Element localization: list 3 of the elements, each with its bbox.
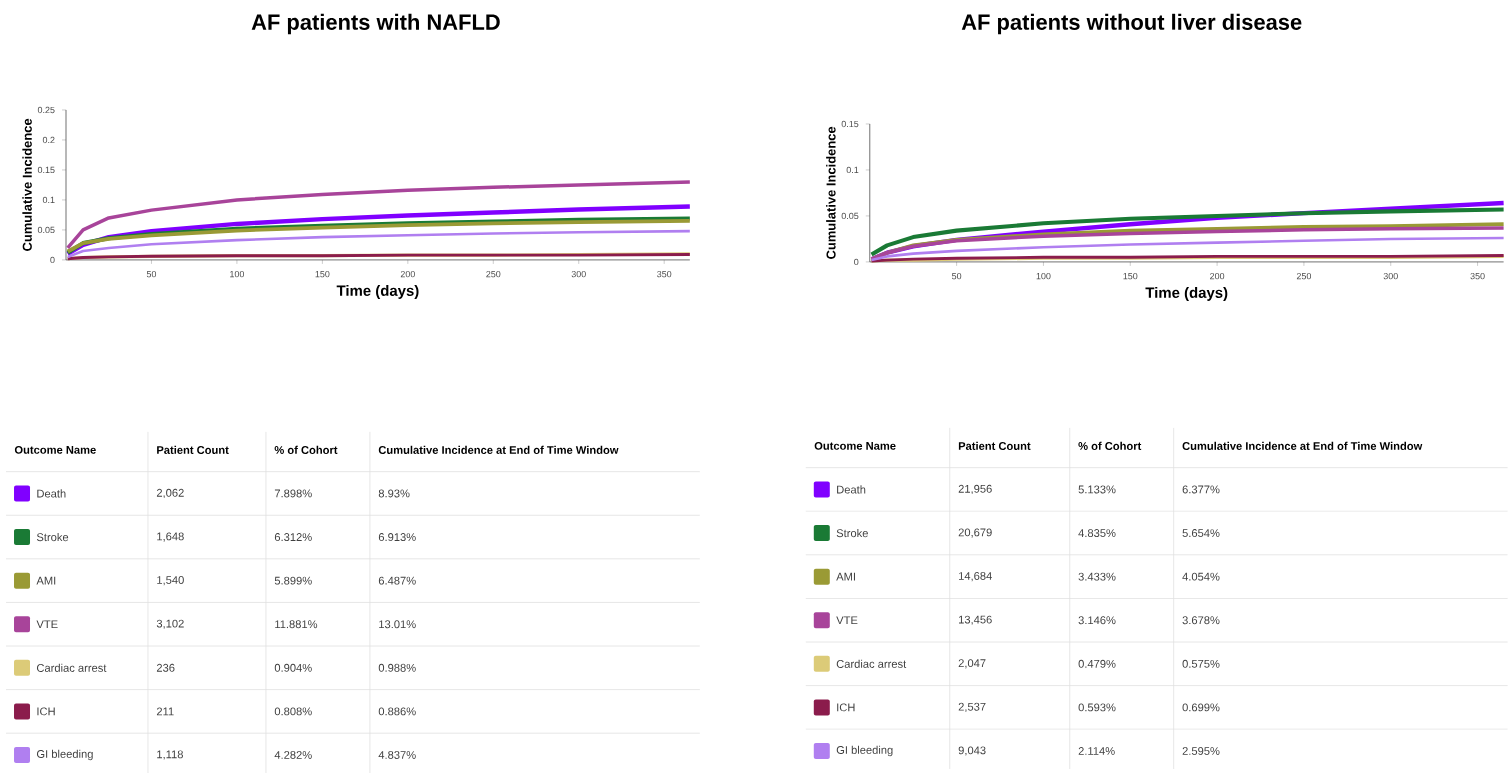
line-series: [65, 180, 692, 250]
chart-title: AF patients without liver disease: [961, 13, 1302, 35]
chart-title: AF patients with NAFLD: [251, 13, 500, 35]
